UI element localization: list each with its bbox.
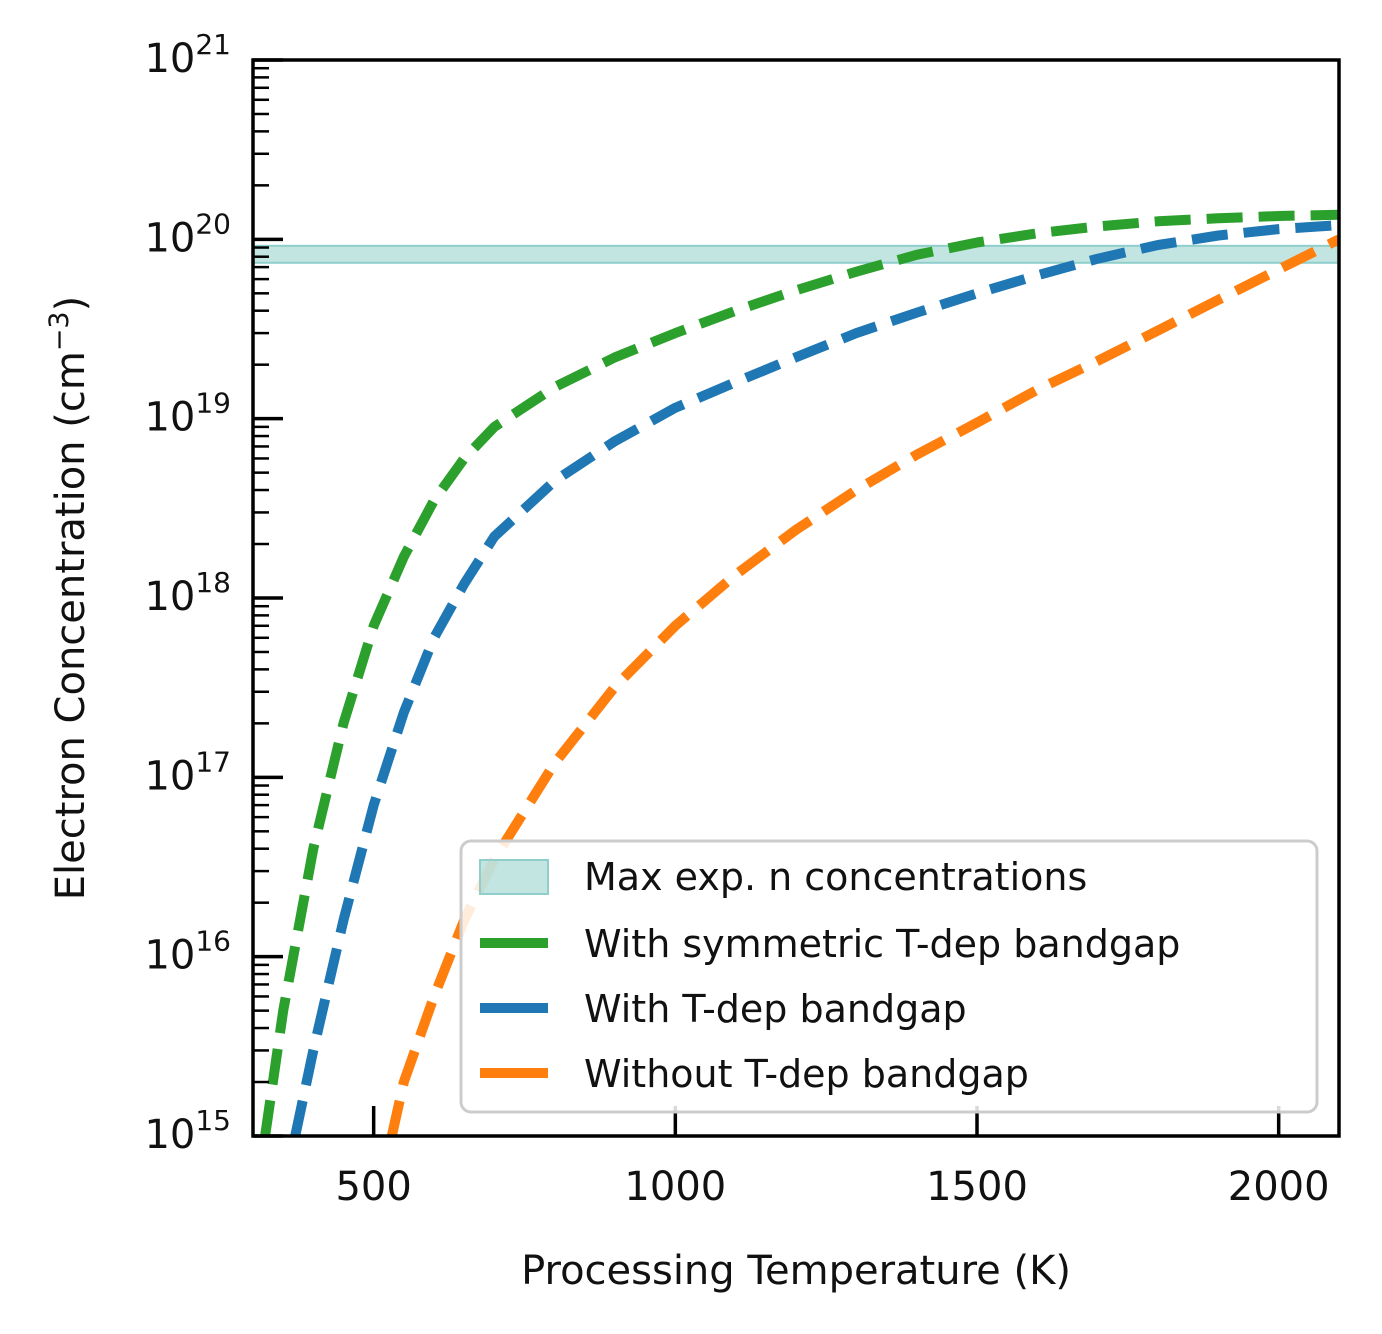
legend-band-swatch xyxy=(479,859,549,895)
x-tick-label: 500 xyxy=(335,1164,411,1210)
band-layer xyxy=(253,244,1339,264)
series-line-symmetric xyxy=(260,209,1339,1136)
y-tick-label: 1017 xyxy=(144,745,231,799)
y-tick-label: 1019 xyxy=(144,387,231,441)
y-tick-label: 1016 xyxy=(144,925,231,979)
legend-frame xyxy=(459,839,1319,1114)
band-max-exp xyxy=(253,244,1339,264)
y-tick-label: 1018 xyxy=(144,566,231,620)
legend-label-band: Max exp. n concentrations xyxy=(584,855,1087,899)
y-axis-label: Electron Concentration (cm−3) xyxy=(44,296,94,900)
plot-frame xyxy=(251,58,1341,1138)
x-axis-label: Processing Temperature (K) xyxy=(521,1248,1071,1294)
series-line-tdep xyxy=(290,220,1339,1136)
y-tick-label: 1020 xyxy=(144,207,231,261)
legend-label-symmetric: With symmetric T-dep bandgap xyxy=(584,922,1180,966)
x-tick-label: 2000 xyxy=(1228,1164,1330,1210)
y-tick-label: 1015 xyxy=(144,1104,231,1158)
legend: Max exp. n concentrations With symmetric… xyxy=(459,839,1319,1114)
legend-label-no-tdep: Without T-dep bandgap xyxy=(584,1052,1029,1096)
x-tick-label: 1000 xyxy=(624,1164,726,1210)
ticks-layer: 500 1000 1500 2000 1015 1016 1017 1018 1019 1020 1… xyxy=(144,28,1329,1210)
x-tick-label: 1500 xyxy=(926,1164,1028,1210)
y-tick-label: 1021 xyxy=(144,28,231,82)
legend-label-tdep: With T-dep bandgap xyxy=(584,987,967,1031)
